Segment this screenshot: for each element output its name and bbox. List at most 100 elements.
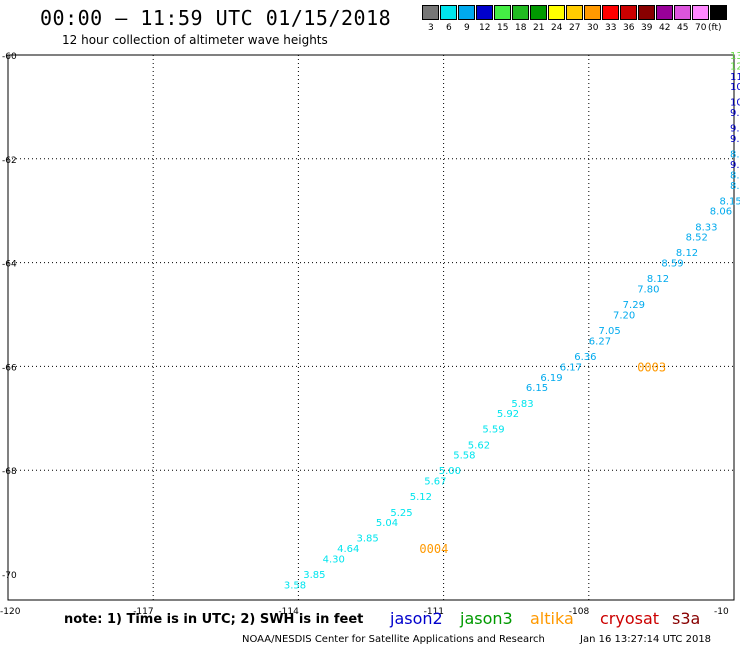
wave-height-value: 5.59 xyxy=(482,425,504,436)
wave-height-value: 8.33 xyxy=(695,222,717,233)
lat-tick-label: -66 xyxy=(2,363,17,373)
legend-swatch xyxy=(656,5,673,20)
wave-height-value: 9.45 xyxy=(730,108,740,119)
wave-height-value: 9.09 xyxy=(730,160,740,171)
wave-height-value: 5.83 xyxy=(511,399,533,410)
satellite-jason3: jason3 xyxy=(460,609,513,628)
lat-tick-label: -70 xyxy=(2,571,17,581)
legend-label: 30 xyxy=(587,23,599,33)
wave-height-value: 10.47 xyxy=(730,98,740,109)
legend-swatch xyxy=(584,5,601,20)
lon-tick-label: -108 xyxy=(569,607,590,617)
legend-swatch xyxy=(458,5,475,20)
legend-label: 18 xyxy=(515,23,527,33)
legend-label: 9 xyxy=(464,23,470,33)
lon-tick-label: -117 xyxy=(133,607,153,617)
wave-height-value: 9.36 xyxy=(730,124,740,135)
wave-height-value: 5.58 xyxy=(453,451,475,462)
timestamp: Jan 16 13:27:14 UTC 2018 xyxy=(580,634,712,645)
satellite-cryosat: cryosat xyxy=(600,609,660,628)
legend-label: 3 xyxy=(428,23,434,33)
wave-height-value: 7.80 xyxy=(637,285,659,296)
wave-height-value: 11.88 xyxy=(730,72,740,83)
legend-unit: (ft) xyxy=(708,23,722,33)
wave-height-value: 13.20 xyxy=(730,51,740,62)
wave-height-value: 7.05 xyxy=(598,326,620,337)
lat-tick-label: -60 xyxy=(2,52,17,62)
legend-label: 39 xyxy=(641,23,653,33)
legend-swatch xyxy=(548,5,565,20)
legend-swatch xyxy=(674,5,691,20)
legend-label: 15 xyxy=(497,23,509,33)
wave-height-value: 5.04 xyxy=(376,518,398,529)
legend-label: 42 xyxy=(659,23,671,33)
wave-height-value: 8.06 xyxy=(710,207,732,218)
lat-tick-label: -62 xyxy=(2,156,17,166)
wave-height-value: 8.53 xyxy=(730,181,740,192)
page-subtitle: 12 hour collection of altimeter wave hei… xyxy=(62,33,328,47)
legend-swatch xyxy=(692,5,709,20)
satellite-altika: altika xyxy=(530,609,574,628)
legend-swatch xyxy=(422,5,439,20)
lon-tick-label: -111 xyxy=(424,607,444,617)
satellite-s3a: s3a xyxy=(672,609,701,628)
legend-swatch xyxy=(566,5,583,20)
legend-swatch xyxy=(476,5,493,20)
legend-label: 27 xyxy=(569,23,581,33)
wave-height-value: 12.04 xyxy=(730,61,740,72)
legend-swatch xyxy=(602,5,619,20)
wave-height-value: 6.27 xyxy=(589,336,611,347)
legend-swatch xyxy=(620,5,637,20)
wave-height-value: 8.12 xyxy=(676,248,698,259)
pass-number: 0004 xyxy=(419,542,448,556)
legend-swatch xyxy=(710,5,727,20)
wave-height-value: 5.00 xyxy=(439,466,461,477)
wave-height-value: 8.59 xyxy=(661,259,683,270)
legend-label: 21 xyxy=(533,23,545,33)
legend-label: 24 xyxy=(551,23,563,33)
credit-text: NOAA/NESDIS Center for Satellite Applica… xyxy=(242,634,545,645)
page-title: 00:00 – 11:59 UTC 01/15/2018 xyxy=(40,6,392,30)
legend-label: 36 xyxy=(623,23,635,33)
wave-height-value: 8.52 xyxy=(686,233,708,244)
wave-height-value: 8.74 xyxy=(730,150,740,161)
wave-height-value: 5.25 xyxy=(390,508,412,519)
wave-height-value: 3.58 xyxy=(284,580,306,591)
wave-height-value: 6.17 xyxy=(560,362,582,373)
wave-height-value: 4.64 xyxy=(337,544,359,555)
wave-height-value: 5.62 xyxy=(468,440,490,451)
wave-height-value: 8.15 xyxy=(730,170,740,181)
wave-height-value: 3.85 xyxy=(303,570,325,581)
wave-height-value: 6.19 xyxy=(540,373,562,384)
legend-swatch xyxy=(494,5,511,20)
lon-tick-label: -120 xyxy=(0,607,21,617)
wave-height-value: 9.13 xyxy=(730,134,740,145)
legend-swatch xyxy=(638,5,655,20)
lon-tick-label: -114 xyxy=(278,607,299,617)
legend-label: 70 xyxy=(695,23,707,33)
map-frame xyxy=(7,54,735,601)
wave-height-value: 8.15 xyxy=(719,196,740,207)
wave-height-value: 10.94 xyxy=(730,82,740,93)
wave-height-value: 7.29 xyxy=(623,300,645,311)
wave-height-value: 8.12 xyxy=(647,274,669,285)
wave-height-value: 3.85 xyxy=(356,534,378,545)
lat-tick-label: -64 xyxy=(2,260,17,270)
wave-height-value: 4.30 xyxy=(323,554,345,565)
lon-tick-label: -10 xyxy=(714,607,729,617)
wave-height-value: 6.15 xyxy=(526,383,548,394)
legend-swatch xyxy=(440,5,457,20)
legend-swatch xyxy=(512,5,529,20)
pass-number: 0003 xyxy=(637,360,666,374)
wave-height-value: 5.12 xyxy=(410,492,432,503)
legend-label: 12 xyxy=(479,23,491,33)
wave-height-value: 5.67 xyxy=(424,477,446,488)
legend-swatch xyxy=(530,5,547,20)
legend-label: 45 xyxy=(677,23,689,33)
wave-height-value: 5.92 xyxy=(497,409,519,420)
footer-note: note: 1) Time is in UTC; 2) SWH is in fe… xyxy=(64,612,364,627)
satellite-jason2: jason2 xyxy=(390,609,443,628)
legend-label: 6 xyxy=(446,23,452,33)
wave-height-value: 6.36 xyxy=(574,352,596,363)
